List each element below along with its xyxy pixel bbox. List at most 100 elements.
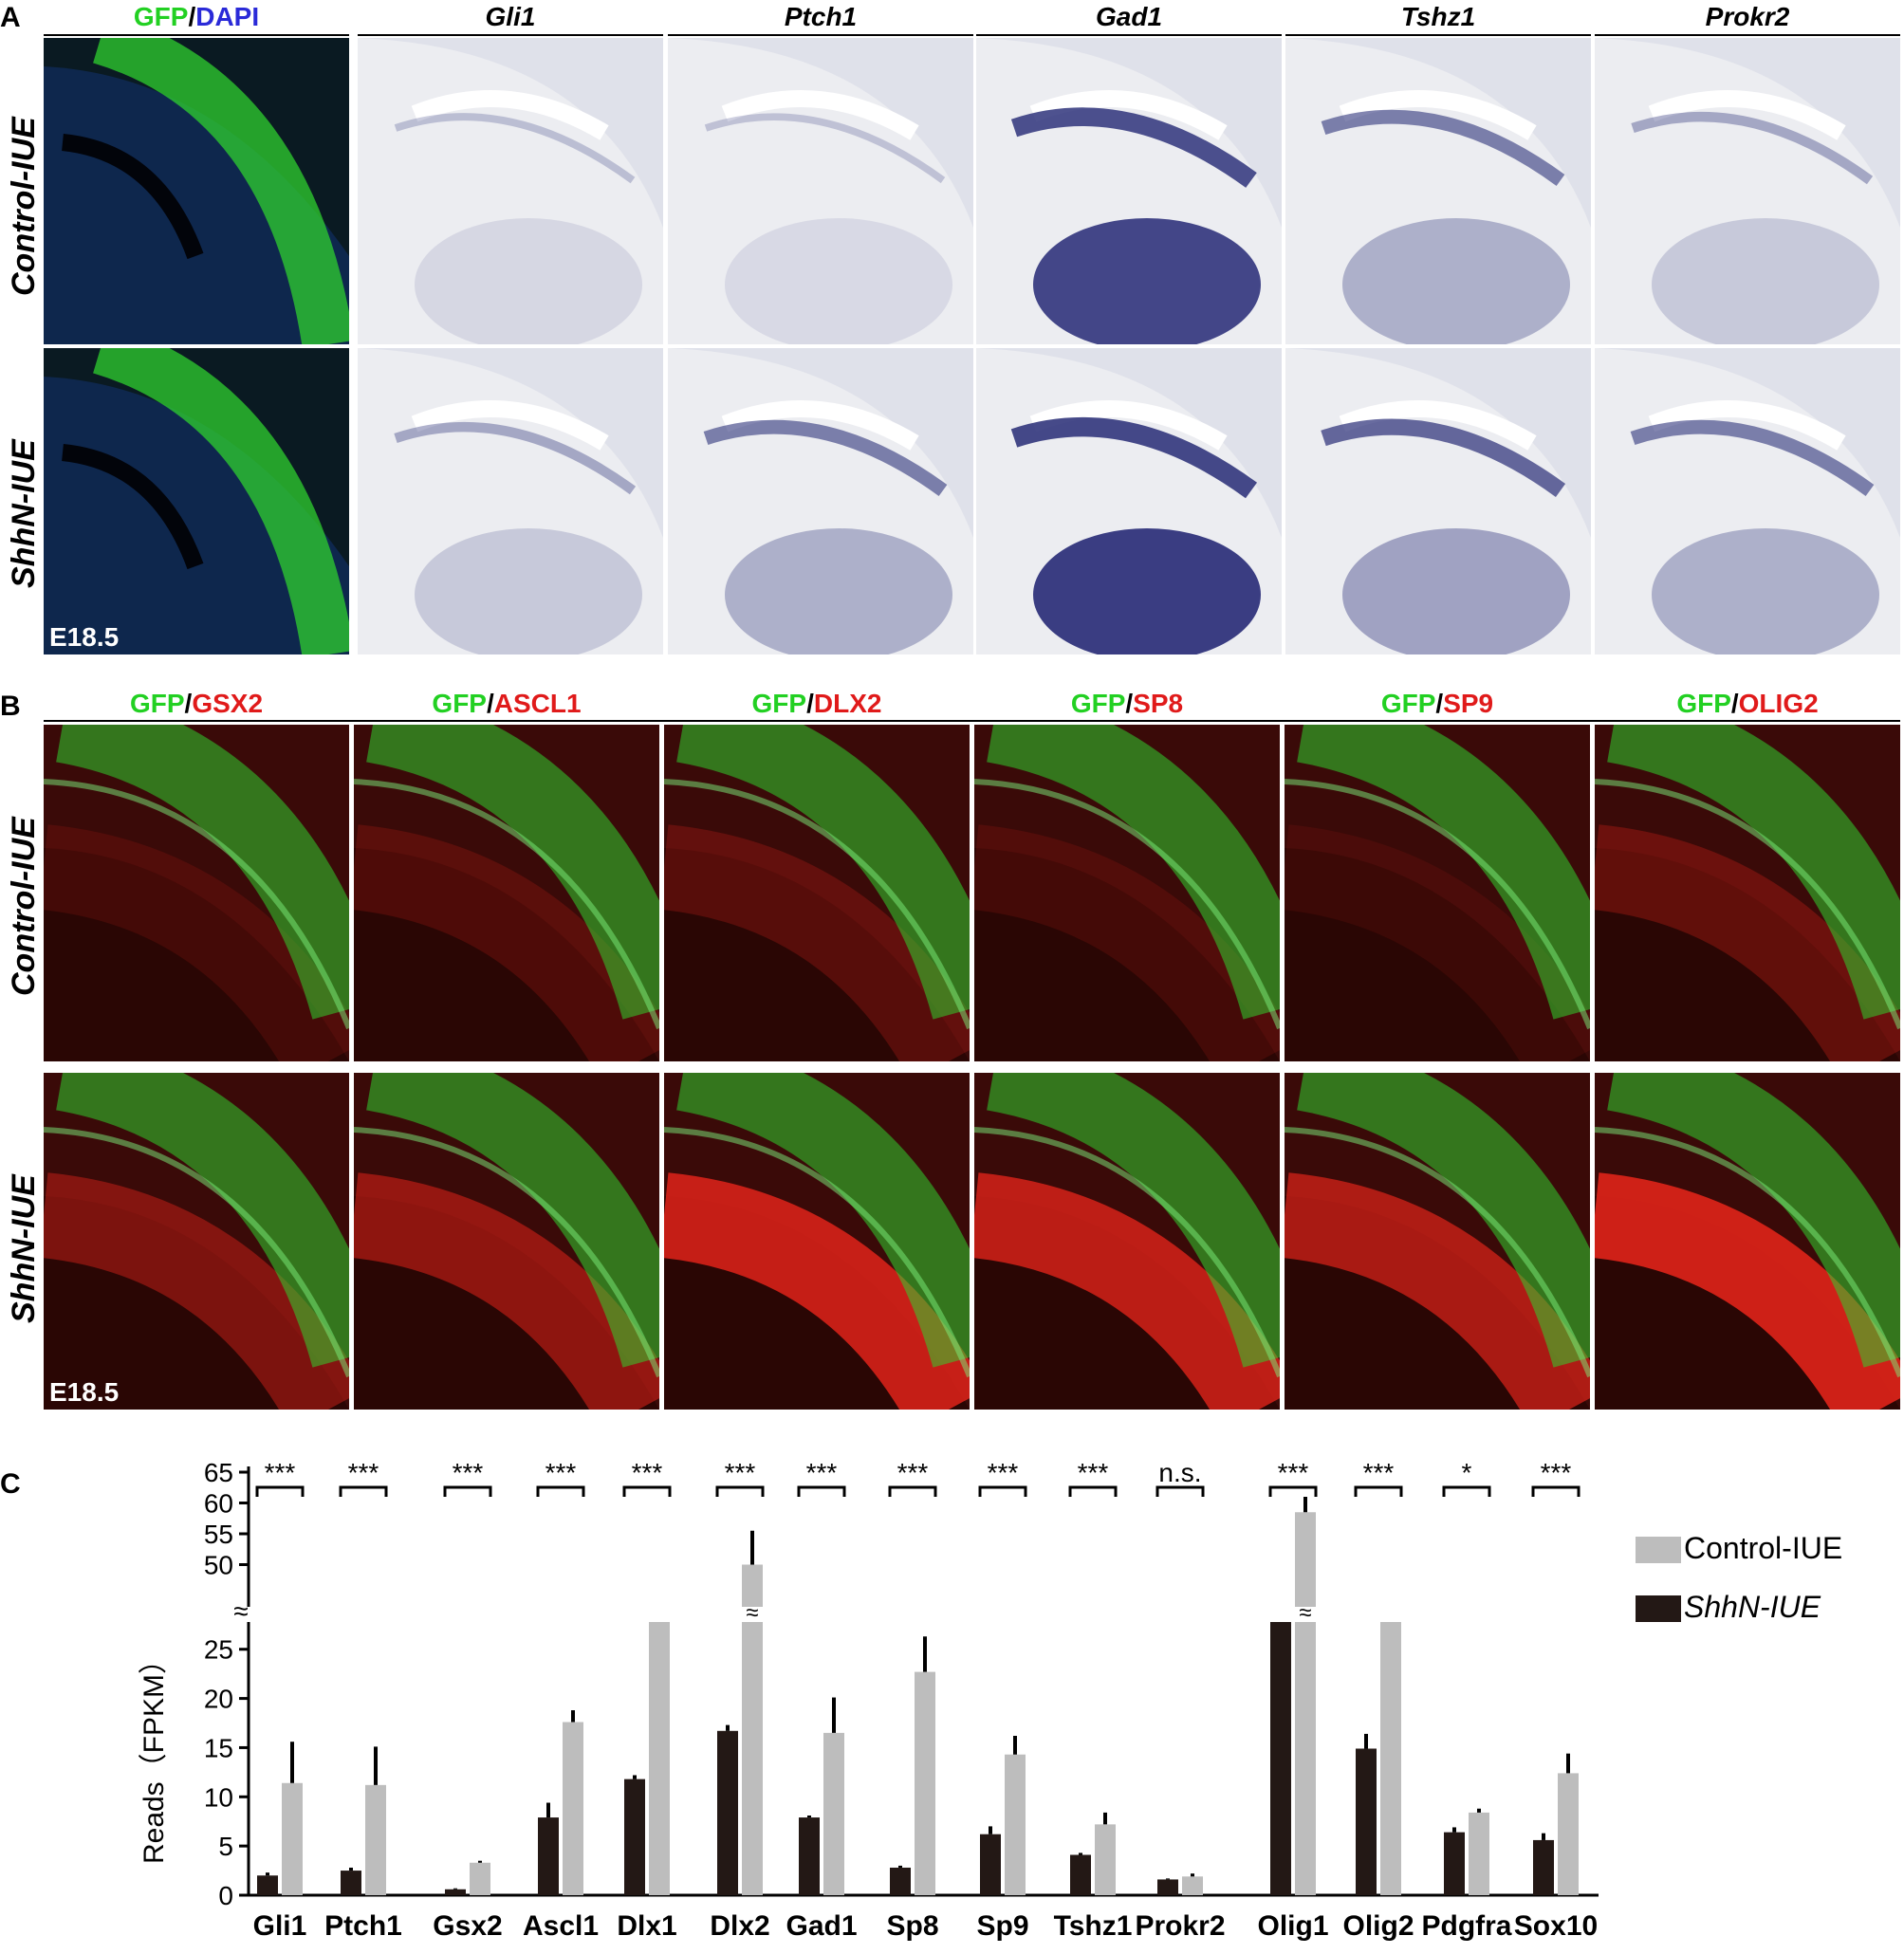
panel-a-control-prokr2-image <box>1595 38 1900 344</box>
significance-bracket <box>1531 1485 1581 1497</box>
panel-b-shhn-sp8-image <box>974 1073 1280 1410</box>
significance-label: *** <box>806 1458 838 1487</box>
significance-bracket <box>339 1485 388 1497</box>
significance-label: *** <box>1078 1458 1109 1487</box>
y-tick-label: 15 <box>204 1733 233 1762</box>
x-tick-label: Dlx1 <box>617 1910 676 1942</box>
bar-control-tshz1 <box>1095 1824 1116 1895</box>
panel-c-letter: C <box>0 1468 21 1500</box>
y-axis-label: Reads（FPKM） <box>139 1646 170 1864</box>
bar-shhn-dlx2 <box>717 1730 738 1895</box>
y-tick-label: 0 <box>218 1881 233 1910</box>
panel-b-control-ascl1-image <box>354 725 659 1061</box>
bar-control-sp8 <box>915 1671 935 1895</box>
bar-shhn-gad1 <box>799 1817 820 1895</box>
bar-control-ptch1 <box>365 1784 386 1895</box>
bar-shhn-sp9 <box>980 1834 1001 1895</box>
panel-b-shhn-dlx2-image <box>664 1073 970 1410</box>
x-tick-label: Ptch1 <box>324 1910 402 1942</box>
legend-label-shhn: ShhN-IUE <box>1684 1590 1821 1624</box>
panel-a-shhn-ptch1-image <box>668 348 973 654</box>
legend-swatch-shhn <box>1636 1595 1681 1622</box>
bar-control-olig2 <box>1380 1622 1401 1895</box>
x-tick-label: Gad1 <box>786 1910 857 1942</box>
panel-a-header-prokr2: Prokr2 <box>1705 2 1790 31</box>
x-tick-label: Olig1 <box>1257 1910 1328 1942</box>
panel-b-stage-label: E18.5 <box>49 1377 120 1407</box>
panel-a-header-tshz1: Tshz1 <box>1400 2 1476 31</box>
significance-bracket <box>536 1485 585 1497</box>
panel-a-shhn-gad1-image <box>976 348 1282 654</box>
bar-shhn-gsx2 <box>445 1889 466 1895</box>
panel-a-header-gfp-dapi: GFP/DAPI <box>133 2 260 31</box>
bar-shhn-tshz1 <box>1070 1854 1091 1895</box>
panel-a-rule-6 <box>1595 34 1900 36</box>
x-tick-label: Sox10 <box>1514 1910 1598 1942</box>
significance-label: * <box>1462 1458 1472 1487</box>
significance-label: *** <box>1363 1458 1395 1487</box>
significance-label: *** <box>1278 1458 1309 1487</box>
significance-label: *** <box>545 1458 577 1487</box>
significance-bracket <box>1155 1485 1205 1497</box>
x-tick-label: Sp8 <box>886 1910 938 1942</box>
significance-bracket <box>255 1485 305 1497</box>
significance-label: *** <box>453 1458 484 1487</box>
significance-label: *** <box>725 1458 756 1487</box>
bar-shhn-prokr2 <box>1157 1879 1178 1895</box>
panel-a-row-label-control: Control-IUE <box>6 117 42 296</box>
panel-a-control-gfp-dapi-image <box>44 38 349 344</box>
x-tick-label: Olig2 <box>1342 1910 1414 1942</box>
panel-a-shhn-gli1-image <box>358 348 663 654</box>
significance-label: *** <box>1541 1458 1572 1487</box>
significance-bracket <box>622 1485 672 1497</box>
panel-a-stage-label: E18.5 <box>49 622 120 652</box>
significance-bracket <box>1354 1485 1403 1497</box>
significance-label: n.s. <box>1158 1458 1201 1487</box>
bar-control-ascl1 <box>563 1722 583 1895</box>
bar-shhn-pdgfra <box>1444 1832 1465 1895</box>
y-tick-label: 5 <box>218 1832 233 1861</box>
panel-a-header-gad1: Gad1 <box>1095 2 1163 31</box>
y-tick-label: 10 <box>204 1782 233 1812</box>
panel-a-letter: A <box>0 2 21 33</box>
x-tick-label: Gli1 <box>253 1910 307 1942</box>
panel-a-rule-3 <box>668 34 973 36</box>
panel-b-shhn-gsx2-image <box>44 1073 349 1410</box>
legend-swatch-control <box>1636 1537 1681 1563</box>
significance-label: *** <box>632 1458 663 1487</box>
y-tick-label: 60 <box>204 1489 233 1519</box>
significance-bracket <box>797 1485 846 1497</box>
x-tick-label: Ascl1 <box>523 1910 599 1942</box>
y-tick-label: 50 <box>204 1551 233 1580</box>
panel-a-shhn-prokr2-image <box>1595 348 1900 654</box>
x-tick-label: Dlx2 <box>710 1910 769 1942</box>
x-tick-label: Gsx2 <box>433 1910 502 1942</box>
panel-b-shhn-olig2-image <box>1595 1073 1900 1410</box>
significance-bracket <box>443 1485 492 1497</box>
panel-b-control-sp9-image <box>1285 725 1590 1061</box>
panel-a-rule-1 <box>44 34 349 36</box>
panel-a-header-ptch1: Ptch1 <box>784 2 858 31</box>
bar-control-gad1 <box>823 1732 844 1895</box>
bar-shhn-gli1 <box>257 1875 278 1895</box>
bar-shhn-olig2 <box>1356 1748 1377 1895</box>
panel-b-row-label-control: Control-IUE <box>6 817 42 996</box>
significance-bracket <box>715 1485 765 1497</box>
panel-b-control-dlx2-image <box>664 725 970 1061</box>
bar-shhn-sox10 <box>1533 1839 1554 1895</box>
x-tick-label: Sp9 <box>976 1910 1028 1942</box>
panel-b-shhn-sp9-image <box>1285 1073 1590 1410</box>
bar-shhn-dlx1 <box>624 1779 645 1895</box>
panel-a-header-gli1: Gli1 <box>485 2 536 31</box>
x-tick-label: Tshz1 <box>1054 1910 1133 1942</box>
y-tick-label: 55 <box>204 1520 233 1549</box>
significance-bracket <box>978 1485 1027 1497</box>
panel-b-control-gsx2-image <box>44 725 349 1061</box>
significance-bracket <box>888 1485 937 1497</box>
panel-b-control-sp8-image <box>974 725 1280 1061</box>
x-tick-label: Pdgfra <box>1421 1910 1511 1942</box>
panel-b-header-sp8: GFP/SP8 <box>1070 689 1184 718</box>
panel-b-header-sp9: GFP/SP9 <box>1380 689 1494 718</box>
y-tick-label: 25 <box>204 1635 233 1665</box>
panel-b-header-ascl1: GFP/ASCL1 <box>432 689 582 718</box>
